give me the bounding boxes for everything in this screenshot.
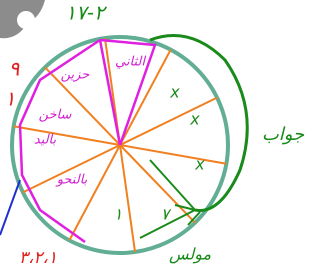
side-label: جواب [262,124,305,145]
sector-label: ساخن [39,108,73,123]
side-label: ٣،٢،١ [19,248,57,268]
sector-label: بالنحو [55,173,88,188]
sector-label: حزين [61,68,91,83]
sector-mark: ١ [114,205,123,224]
corner-hole [17,11,35,29]
sector-mark: x [169,83,180,102]
side-label: ١ [5,87,16,111]
sector-label: باليد [34,133,57,148]
side-label: ٩ [9,57,20,81]
diagram: ٢-١٧ ٩ ١ ٣،٢،١ جواب مولس الثاني حزين باليد ساخن ب… [0,0,319,270]
sector-mark: x [189,110,200,129]
sector-mark: x [194,155,205,174]
title: ٢-١٧ [65,1,108,25]
sector-label: الثاني [115,55,146,70]
side-label: مولس [169,245,212,264]
